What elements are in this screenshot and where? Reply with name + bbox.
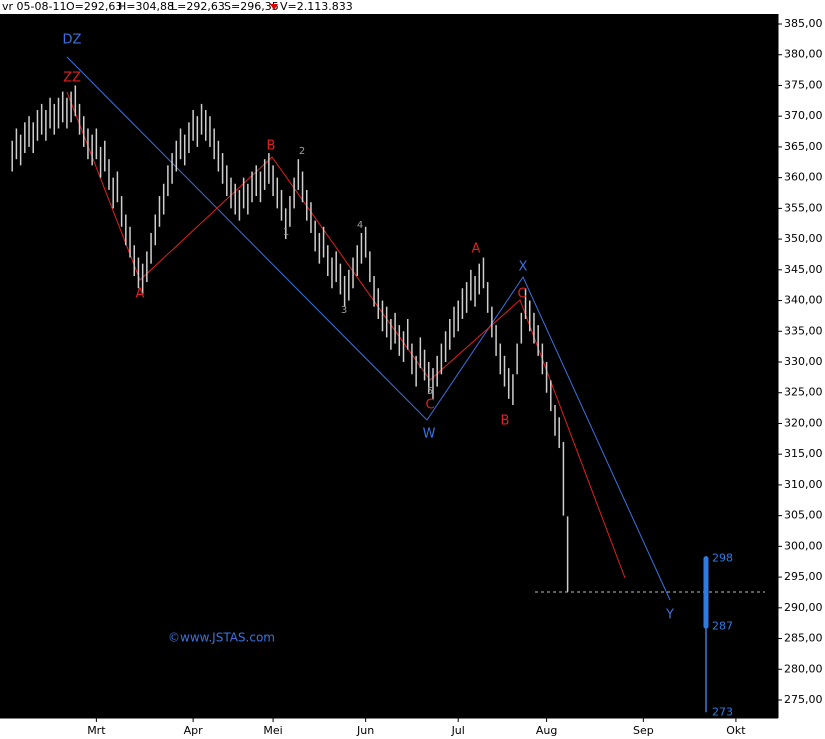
y-tick-label: 305,00 — [784, 509, 823, 522]
y-tick-label: 340,00 — [784, 294, 823, 307]
wave-line-blue — [66, 56, 671, 601]
header-close: S=296,35 — [224, 0, 279, 13]
y-tick-label: 320,00 — [784, 416, 823, 429]
x-tick-label: Jul — [451, 724, 465, 737]
x-tick-label: Jun — [356, 724, 374, 737]
wave-label: A — [472, 242, 481, 257]
wave-label: X — [519, 260, 528, 275]
y-tick-label: 295,00 — [784, 570, 823, 583]
y-tick-label: 365,00 — [784, 140, 823, 153]
wave-label: 2 — [299, 146, 305, 157]
wave-label: A — [136, 287, 145, 302]
plot-area — [0, 14, 778, 718]
down-arrow — [270, 4, 278, 10]
wave-label: Y — [665, 608, 674, 623]
x-tick-label: Mei — [263, 724, 282, 737]
wave-label: 4 — [357, 220, 363, 231]
wave-label: C — [517, 287, 526, 302]
x-tick-label: Apr — [184, 724, 204, 737]
wave-label: DZ — [63, 33, 82, 48]
y-tick-label: 310,00 — [784, 478, 823, 491]
y-tick-label: 300,00 — [784, 539, 823, 552]
y-tick-label: 355,00 — [784, 201, 823, 214]
wave-label: 5 — [427, 386, 433, 397]
header-high: H=304,88 — [118, 0, 174, 13]
x-tick-label: Okt — [726, 724, 746, 737]
wave-label: B — [501, 414, 510, 429]
wave-label: W — [423, 427, 436, 442]
y-tick-label: 360,00 — [784, 171, 823, 184]
wave-label: C — [425, 398, 434, 413]
y-tick-label: 275,00 — [784, 693, 823, 706]
x-tick-label: Aug — [536, 724, 557, 737]
y-tick-label: 325,00 — [784, 386, 823, 399]
wave-label: ZZ — [63, 71, 81, 86]
wave-label: B — [267, 139, 276, 154]
y-tick-label: 280,00 — [784, 662, 823, 675]
y-tick-label: 290,00 — [784, 601, 823, 614]
header-low: L=292,63 — [171, 0, 225, 13]
header-open: O=292,63 — [66, 0, 122, 13]
y-tick-label: 315,00 — [784, 447, 823, 460]
watermark: ©www.JSTAS.com — [168, 631, 275, 645]
y-tick-label: 335,00 — [784, 324, 823, 337]
wave-label: 1 — [283, 227, 289, 238]
target-label: 287 — [712, 619, 733, 632]
header-date: vr 05-08-11 — [2, 0, 66, 13]
y-tick-label: 285,00 — [784, 632, 823, 645]
wave-label: 3 — [341, 305, 347, 316]
y-tick-label: 375,00 — [784, 78, 823, 91]
y-tick-label: 370,00 — [784, 109, 823, 122]
target-label: 273 — [712, 705, 733, 718]
y-tick-label: 350,00 — [784, 232, 823, 245]
header: vr 05-08-11 O=292,63 H=304,88 L=292,63 S… — [2, 0, 353, 13]
y-tick-label: 345,00 — [784, 263, 823, 276]
y-tick-label: 385,00 — [784, 17, 823, 30]
x-tick-label: Sep — [633, 724, 654, 737]
x-tick-label: Mrt — [87, 724, 106, 737]
target-label: 298 — [712, 552, 733, 565]
header-volume: V=2.113.833 — [280, 0, 353, 13]
y-tick-label: 380,00 — [784, 48, 823, 61]
y-tick-label: 330,00 — [784, 355, 823, 368]
